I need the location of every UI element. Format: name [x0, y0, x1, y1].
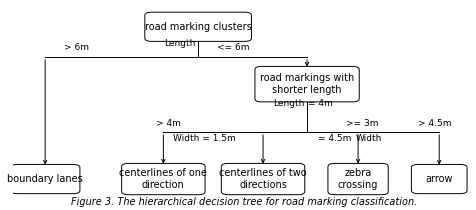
Text: <= 6m: <= 6m	[216, 43, 248, 52]
Text: = 4m: = 4m	[307, 99, 332, 108]
Text: road marking clusters: road marking clusters	[144, 22, 251, 32]
FancyBboxPatch shape	[221, 163, 304, 195]
Text: Width: Width	[355, 134, 381, 143]
FancyBboxPatch shape	[121, 163, 205, 195]
FancyBboxPatch shape	[10, 164, 80, 194]
Text: Figure 3. The hierarchical decision tree for road marking classification.: Figure 3. The hierarchical decision tree…	[71, 197, 417, 207]
Text: arrow: arrow	[425, 174, 452, 184]
Text: boundary lanes: boundary lanes	[7, 174, 83, 184]
Text: centerlines of one
direction: centerlines of one direction	[119, 168, 207, 190]
Text: > 4m: > 4m	[155, 118, 180, 127]
Text: Length: Length	[273, 99, 304, 108]
Text: road markings with
shorter length: road markings with shorter length	[259, 73, 354, 95]
FancyBboxPatch shape	[410, 164, 466, 194]
Text: centerlines of two
directions: centerlines of two directions	[219, 168, 306, 190]
FancyBboxPatch shape	[327, 163, 387, 195]
Text: zebra
crossing: zebra crossing	[337, 168, 377, 190]
FancyBboxPatch shape	[254, 66, 358, 102]
Text: >= 3m: >= 3m	[346, 118, 378, 127]
FancyBboxPatch shape	[145, 12, 251, 41]
Text: > 4.5m: > 4.5m	[417, 118, 450, 127]
Text: Width = 1.5m: Width = 1.5m	[172, 134, 235, 143]
Text: = 4.5m: = 4.5m	[317, 134, 350, 143]
Text: Length: Length	[164, 39, 196, 48]
Text: > 6m: > 6m	[64, 43, 89, 52]
